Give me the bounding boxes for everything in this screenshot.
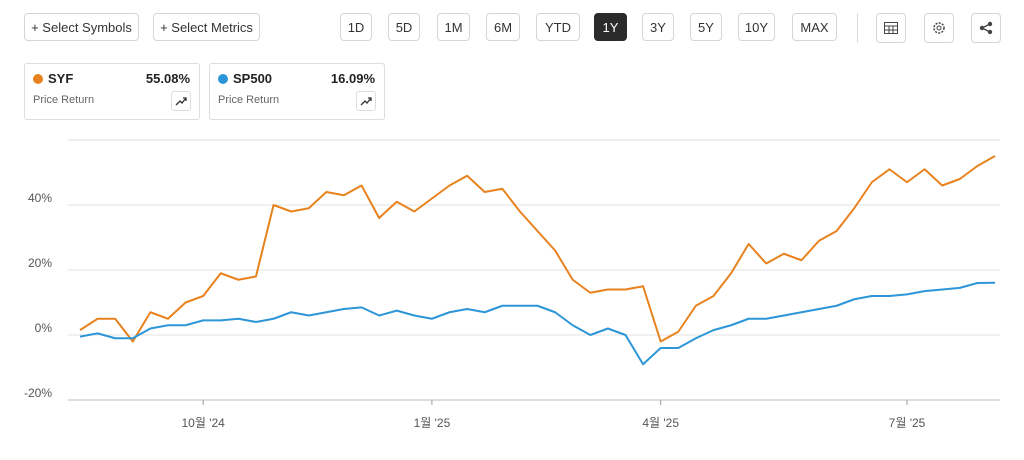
trend-icon	[360, 97, 372, 106]
card-metric: Price Return	[218, 94, 280, 106]
card-change: 16.09%	[330, 71, 375, 86]
color-dot	[218, 73, 228, 84]
table-button[interactable]	[876, 13, 906, 43]
period-button[interactable]: MAX	[792, 13, 837, 41]
select-symbols[interactable]: + Select Symbols	[24, 13, 139, 41]
legend-card[interactable]: SP500 16.09% Price Return	[209, 63, 385, 120]
card-symbol-row: SP500	[218, 71, 272, 86]
settings-button[interactable]	[924, 13, 954, 43]
x-tick-label: 4월 '25	[642, 416, 679, 430]
card-symbol-row: SYF	[33, 71, 73, 86]
card-metric: Price Return	[33, 94, 95, 106]
gear-icon	[933, 22, 945, 34]
share-icon	[979, 21, 993, 35]
chart-icon[interactable]	[171, 91, 191, 111]
card-symbol: SYF	[48, 71, 74, 86]
x-tick-label: 7월 '25	[889, 416, 926, 430]
period-button[interactable]: 1D	[340, 13, 372, 41]
y-tick-label: -20%	[24, 386, 52, 400]
trend-icon	[175, 97, 187, 106]
period-button[interactable]: 1M	[437, 13, 470, 41]
separator	[857, 13, 858, 43]
period-button[interactable]: 6M	[486, 13, 520, 41]
series-line	[79, 155, 996, 343]
share-button[interactable]	[971, 13, 1001, 43]
period-button[interactable]: 5Y	[690, 13, 722, 41]
x-tick-label: 10월 '24	[181, 416, 225, 430]
period-button[interactable]: 10Y	[738, 13, 775, 41]
period-button[interactable]: 3Y	[642, 13, 674, 41]
chart-icon[interactable]	[356, 91, 376, 111]
period-button[interactable]: 1Y	[594, 13, 627, 41]
period-button[interactable]: 5D	[388, 13, 420, 41]
x-tick-label: 1월 '25	[414, 416, 451, 430]
card-change: 55.08%	[145, 71, 190, 86]
legend-card[interactable]: SYF 55.08% Price Return	[24, 63, 200, 120]
color-dot	[33, 73, 43, 84]
y-tick-label: 0%	[35, 321, 53, 335]
y-tick-label: 40%	[28, 191, 52, 205]
period-button[interactable]: YTD	[536, 13, 580, 41]
series-line	[79, 281, 996, 366]
card-symbol: SP500	[233, 71, 273, 86]
y-tick-label: 20%	[28, 256, 52, 270]
select-metrics[interactable]: + Select Metrics	[153, 13, 260, 41]
table-icon	[884, 22, 898, 34]
